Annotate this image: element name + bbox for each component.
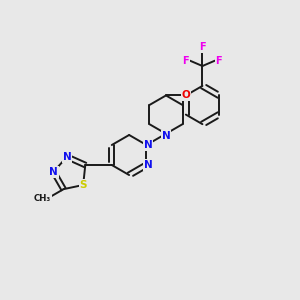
Text: N: N [49, 167, 58, 177]
Text: CH₃: CH₃ [34, 194, 51, 203]
Text: O: O [182, 91, 190, 100]
Text: N: N [162, 131, 170, 141]
Text: N: N [63, 152, 71, 162]
Text: F: F [183, 56, 189, 66]
Text: S: S [80, 180, 87, 190]
Text: F: F [199, 42, 206, 52]
Text: N: N [144, 160, 152, 170]
Text: F: F [216, 56, 222, 66]
Text: N: N [144, 140, 152, 150]
